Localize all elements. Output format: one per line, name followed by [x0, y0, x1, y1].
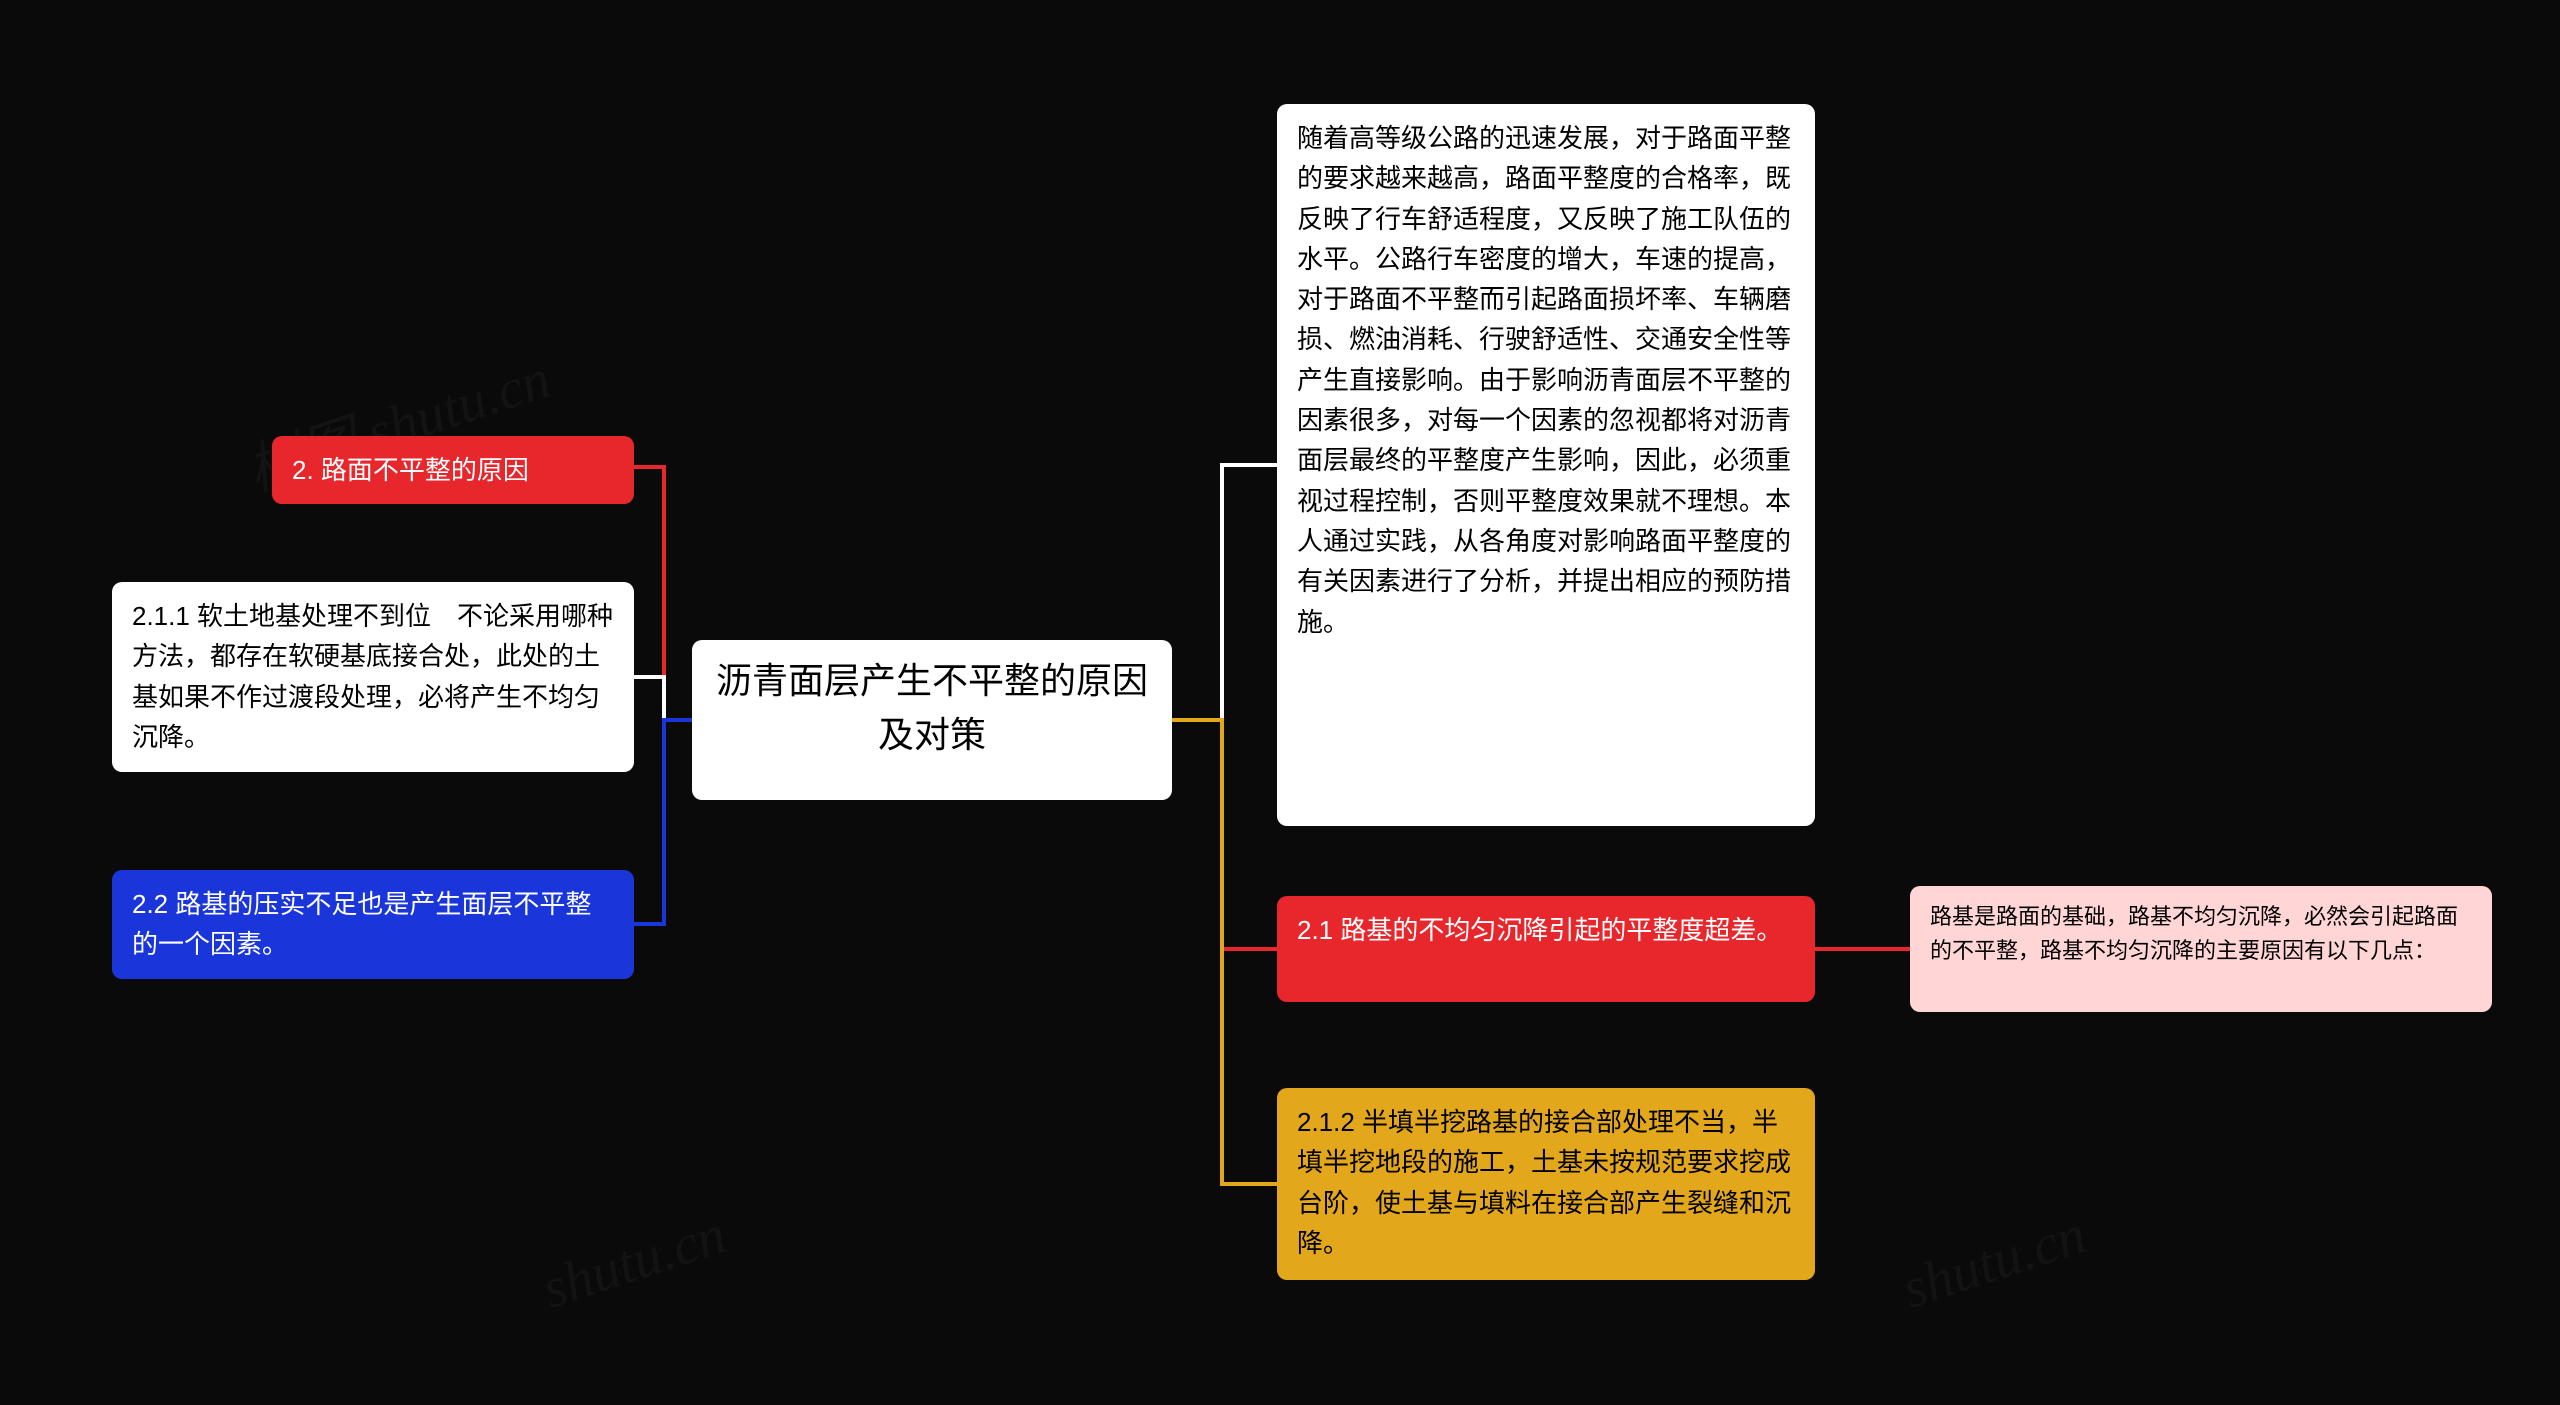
node-text: 2.1.1 软土地基处理不到位 不论采用哪种方法，都存在软硬基底接合处，此处的土…	[132, 601, 613, 752]
node-text: 路基是路面的基础，路基不均匀沉降，必然会引起路面的不平整，路基不均匀沉降的主要原…	[1930, 904, 2458, 963]
node-text: 2.2 路基的压实不足也是产生面层不平整的一个因素。	[132, 889, 591, 959]
node-right-bot: 2.1.2 半填半挖路基的接合部处理不当，半填半挖地段的施工，土基未按规范要求挖…	[1277, 1088, 1815, 1280]
watermark: shutu.cn	[535, 1202, 734, 1321]
center-node: 沥青面层产生不平整的原因及对策	[692, 640, 1172, 800]
mindmap-canvas: 树图 shutu.cn shutu.cn shutu.cn shutu.cn 沥…	[0, 0, 2560, 1405]
node-text: 2.1 路基的不均匀沉降引起的平整度超差。	[1297, 915, 1782, 945]
watermark: shutu.cn	[1895, 1202, 2094, 1321]
node-text: 2.1.2 半填半挖路基的接合部处理不当，半填半挖地段的施工，土基未按规范要求挖…	[1297, 1107, 1791, 1258]
node-right-mid-detail: 路基是路面的基础，路基不均匀沉降，必然会引起路面的不平整，路基不均匀沉降的主要原…	[1910, 886, 2492, 1012]
node-text: 2. 路面不平整的原因	[292, 455, 529, 485]
node-right-mid: 2.1 路基的不均匀沉降引起的平整度超差。	[1277, 896, 1815, 1002]
node-right-top: 随着高等级公路的迅速发展，对于路面平整的要求越来越高，路面平整度的合格率，既反映…	[1277, 104, 1815, 826]
node-left-mid: 2.1.1 软土地基处理不到位 不论采用哪种方法，都存在软硬基底接合处，此处的土…	[112, 582, 634, 772]
node-left-bot: 2.2 路基的压实不足也是产生面层不平整的一个因素。	[112, 870, 634, 979]
node-text: 随着高等级公路的迅速发展，对于路面平整的要求越来越高，路面平整度的合格率，既反映…	[1297, 123, 1791, 637]
node-left-top: 2. 路面不平整的原因	[272, 436, 634, 504]
center-node-text: 沥青面层产生不平整的原因及对策	[716, 660, 1148, 755]
